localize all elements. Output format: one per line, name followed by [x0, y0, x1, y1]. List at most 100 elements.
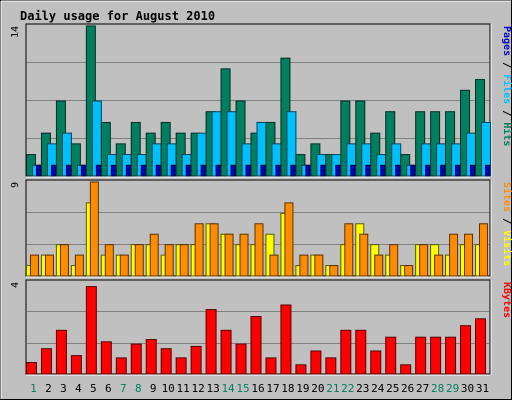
bar-pages-day-14	[230, 164, 236, 177]
bar-sites-day-14	[224, 233, 234, 277]
x-tick-label-30: 30	[461, 382, 474, 395]
bar-kbytes-day-22	[340, 329, 352, 375]
bar-sites-day-15	[239, 233, 249, 277]
x-tick-label-5: 5	[90, 382, 97, 395]
x-tick-label-8: 8	[135, 382, 142, 395]
bar-pages-day-24	[380, 164, 386, 177]
bar-pages-day-30	[470, 164, 476, 177]
legend-text-kbytes: KBytes	[501, 282, 512, 318]
bar-kbytes-day-17	[265, 357, 277, 375]
bar-sites-day-17	[269, 254, 279, 277]
x-tick-label-10: 10	[162, 382, 175, 395]
panel-kbytes: 4 KBytes	[10, 279, 512, 376]
chart-title: Daily usage for August 2010	[20, 9, 215, 23]
bar-kbytes-day-21	[325, 357, 337, 375]
bar-sites-day-20	[314, 254, 324, 277]
panel-hits-files-pages: 14 Pages / Files / Hits	[10, 23, 512, 178]
bar-sites-day-24	[374, 254, 384, 277]
bar-kbytes-day-25	[385, 336, 397, 375]
bar-sites-day-3	[59, 244, 69, 277]
legend-item-pages: Pages	[501, 26, 512, 56]
bar-kbytes-day-10	[160, 348, 172, 375]
bar-kbytes-day-30	[460, 325, 472, 375]
legend-text-visits-sites: Sites / Visits	[501, 182, 512, 266]
bar-sites-day-1	[29, 254, 39, 277]
x-tick-label-16: 16	[251, 382, 264, 395]
bar-sites-day-13	[209, 223, 219, 277]
chart-panels: 14 Pages / Files / Hits 9 Sites / Visits 4 KB…	[10, 23, 512, 376]
bar-sites-day-16	[254, 223, 264, 277]
bar-pages-day-21	[335, 164, 341, 177]
bar-sites-day-21	[329, 265, 339, 277]
x-tick-label-20: 20	[311, 382, 324, 395]
legend-separator: /	[501, 56, 512, 74]
bar-kbytes-day-9	[145, 339, 157, 375]
bar-kbytes-day-6	[100, 341, 112, 375]
x-tick-label-3: 3	[60, 382, 67, 395]
bar-pages-day-6	[110, 164, 116, 177]
bar-pages-day-4	[80, 164, 86, 177]
x-axis-day-labels: 1 2 3 4 5 6 7 8 9 10 11 12 13 14 15 16 17 18 19 20 21 22 23 24 2…	[30, 382, 489, 395]
bar-kbytes-day-5	[85, 286, 97, 375]
legend-kbytes: KBytes	[501, 282, 512, 318]
x-tick-label-2: 2	[45, 382, 52, 395]
legend-item-sites: Sites	[501, 182, 512, 212]
legend-separator: /	[501, 212, 512, 230]
bar-pages-day-26	[410, 164, 416, 177]
bar-pages-day-11	[185, 164, 191, 177]
x-tick-label-9: 9	[150, 382, 157, 395]
x-tick-label-17: 17	[266, 382, 279, 395]
bar-sites-day-2	[44, 254, 54, 277]
bar-pages-day-28	[440, 164, 446, 177]
bar-kbytes-day-29	[445, 336, 457, 375]
bar-pages-day-17	[275, 164, 281, 177]
bar-pages-day-25	[395, 164, 401, 177]
bar-sites-day-11	[179, 244, 189, 277]
bar-kbytes-day-1	[25, 362, 37, 375]
x-tick-label-23: 23	[356, 382, 369, 395]
bar-kbytes-day-19	[295, 364, 307, 375]
bar-hits-day-6	[100, 121, 111, 177]
bar-kbytes-day-7	[115, 357, 127, 375]
bar-kbytes-day-27	[415, 336, 427, 375]
bar-kbytes-day-18	[280, 304, 292, 375]
x-tick-label-4: 4	[75, 382, 82, 395]
bar-kbytes-day-28	[430, 336, 442, 375]
bar-kbytes-day-4	[70, 355, 82, 375]
bar-sites-day-22	[344, 223, 354, 277]
bar-hits-day-4	[70, 143, 81, 177]
bar-pages-day-12	[200, 164, 206, 177]
bar-sites-day-6	[104, 244, 114, 277]
bar-kbytes-day-3	[55, 329, 67, 375]
x-tick-label-24: 24	[371, 382, 385, 395]
bar-kbytes-day-15	[235, 343, 247, 375]
bar-sites-day-4	[74, 254, 84, 277]
bar-sites-day-28	[434, 254, 444, 277]
bar-hits-day-23	[355, 100, 366, 177]
legend-item-files: Files	[501, 74, 512, 104]
legend-text-hits-files-pages: Pages / Files / Hits	[501, 26, 512, 146]
bar-kbytes-day-12	[190, 345, 202, 375]
bar-kbytes-day-13	[205, 309, 217, 375]
bar-kbytes-day-20	[310, 350, 322, 375]
bar-kbytes-day-26	[400, 364, 412, 375]
x-tick-label-29: 29	[446, 382, 459, 395]
x-tick-label-15: 15	[236, 382, 249, 395]
bar-sites-day-31	[479, 223, 489, 277]
legend-item-visits: Visits	[501, 230, 512, 266]
legend-hits-files-pages: Pages / Files / Hits	[501, 26, 512, 146]
x-tick-label-22: 22	[341, 382, 354, 395]
x-tick-label-11: 11	[177, 382, 190, 395]
bar-sites-day-10	[164, 244, 174, 277]
bar-pages-day-19	[305, 164, 311, 177]
bar-sites-day-27	[419, 244, 429, 277]
bar-pages-day-13	[215, 164, 221, 177]
legend-item-hits: Hits	[501, 122, 512, 146]
bar-sites-day-9	[149, 233, 159, 277]
bar-sites-day-29	[449, 233, 459, 277]
bar-pages-day-16	[260, 164, 266, 177]
legend-separator: /	[501, 104, 512, 122]
legend-visits-sites: Sites / Visits	[501, 182, 512, 266]
ymax-label-kbytes: 4	[10, 282, 21, 288]
